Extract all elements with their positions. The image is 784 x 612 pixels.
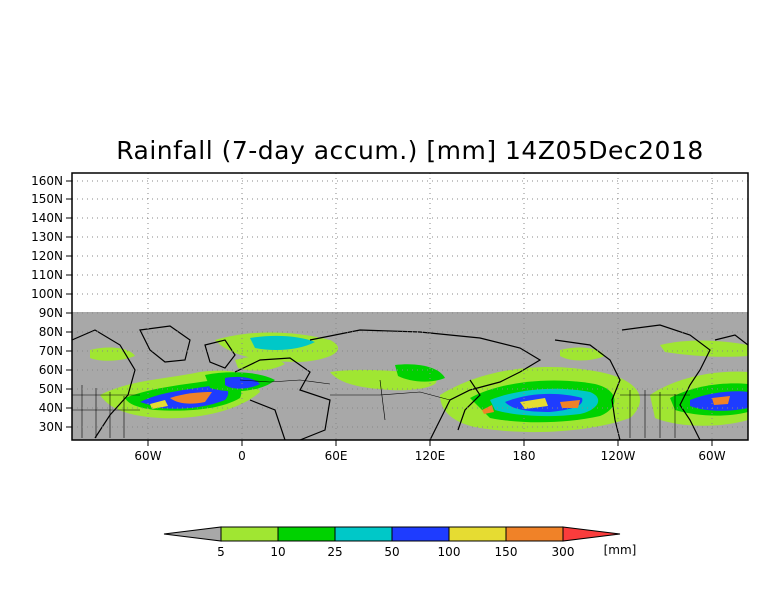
lon-label: 0 (238, 449, 246, 463)
lon-ticks (147, 440, 713, 446)
lat-ticks (66, 180, 72, 428)
colorbar-segment (277, 526, 336, 542)
lon-label: 60E (325, 449, 348, 463)
lat-label: 110N (31, 268, 63, 282)
lat-label: 140N (31, 211, 63, 225)
lat-label: 150N (31, 192, 63, 206)
colorbar-tick: 100 (438, 545, 461, 559)
map-frame (71, 172, 749, 441)
lat-label: 30N (39, 420, 63, 434)
lat-label: 60N (39, 363, 63, 377)
lon-label: 120W (601, 449, 636, 463)
lon-label: 60W (134, 449, 161, 463)
colorbar (163, 526, 621, 542)
colorbar-segment (220, 526, 279, 542)
lat-label: 70N (39, 344, 63, 358)
lon-label: 120E (415, 449, 446, 463)
colorbar-tick: 300 (552, 545, 575, 559)
borders (72, 379, 690, 438)
colorbar-segment-below (163, 526, 222, 542)
lat-label: 50N (39, 382, 63, 396)
lat-label: 120N (31, 249, 63, 263)
colorbar-unit: [mm] (604, 543, 637, 557)
page-title: Rainfall (7-day accum.) [mm] 14Z05Dec201… (116, 136, 704, 165)
rainfall-field (90, 332, 748, 433)
colorbar-segment (391, 526, 450, 542)
lat-label: 80N (39, 325, 63, 339)
colorbar-tick: 25 (327, 545, 342, 559)
lon-label: 60W (698, 449, 725, 463)
colorbar-segment (448, 526, 507, 542)
colorbar-tick: 150 (495, 545, 518, 559)
lat-label: 160N (31, 174, 63, 188)
colorbar-tick: 5 (217, 545, 225, 559)
colorbar-segment-above (562, 526, 621, 542)
lon-label: 180 (513, 449, 536, 463)
lat-label: 90N (39, 306, 63, 320)
colorbar-segment (334, 526, 393, 542)
lat-label: 130N (31, 230, 63, 244)
colorbar-segment (505, 526, 564, 542)
colorbar-tick: 10 (270, 545, 285, 559)
lat-label: 100N (31, 287, 63, 301)
lat-label: 40N (39, 401, 63, 415)
colorbar-tick: 50 (384, 545, 399, 559)
